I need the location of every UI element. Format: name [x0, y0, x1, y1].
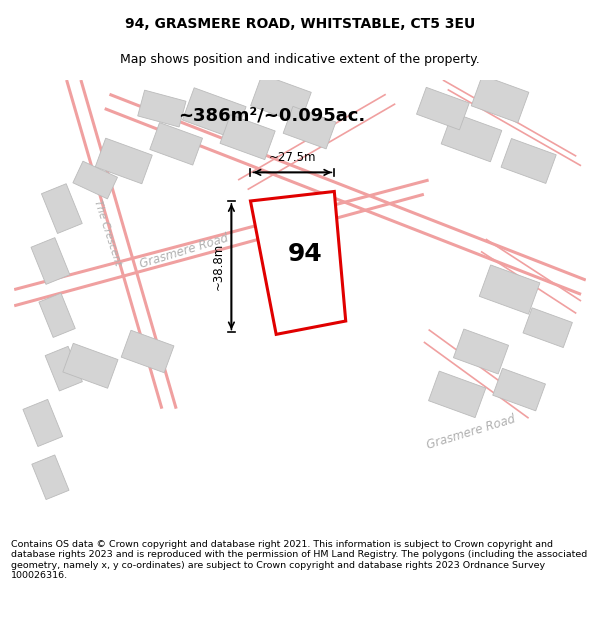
Text: Map shows position and indicative extent of the property.: Map shows position and indicative extent… — [120, 54, 480, 66]
Text: ~386m²/~0.095ac.: ~386m²/~0.095ac. — [178, 106, 365, 124]
Polygon shape — [138, 90, 186, 127]
Polygon shape — [428, 371, 486, 418]
Polygon shape — [23, 399, 62, 446]
Polygon shape — [95, 138, 152, 184]
Text: 94: 94 — [287, 242, 322, 266]
Polygon shape — [32, 455, 69, 499]
Polygon shape — [416, 88, 469, 130]
Polygon shape — [441, 112, 502, 162]
Polygon shape — [493, 368, 545, 411]
Polygon shape — [471, 76, 529, 122]
Polygon shape — [501, 139, 556, 184]
Text: ~27.5m: ~27.5m — [269, 151, 316, 164]
Text: 94, GRASMERE ROAD, WHITSTABLE, CT5 3EU: 94, GRASMERE ROAD, WHITSTABLE, CT5 3EU — [125, 17, 475, 31]
Polygon shape — [150, 122, 203, 165]
Polygon shape — [63, 343, 118, 388]
Polygon shape — [45, 346, 82, 391]
Text: Grasmere Road: Grasmere Road — [138, 232, 230, 271]
Polygon shape — [479, 265, 540, 314]
Text: Contains OS data © Crown copyright and database right 2021. This information is : Contains OS data © Crown copyright and d… — [11, 540, 587, 580]
Text: The Crescent: The Crescent — [92, 198, 123, 267]
Polygon shape — [251, 74, 311, 124]
Polygon shape — [41, 184, 82, 234]
Text: ~38.8m: ~38.8m — [212, 243, 224, 291]
Polygon shape — [121, 330, 174, 372]
Polygon shape — [39, 293, 75, 338]
Polygon shape — [250, 191, 346, 334]
Polygon shape — [454, 329, 509, 374]
Polygon shape — [73, 161, 118, 199]
Polygon shape — [283, 106, 336, 149]
Polygon shape — [182, 88, 246, 139]
Polygon shape — [31, 238, 70, 284]
Polygon shape — [523, 308, 572, 348]
Text: Grasmere Road: Grasmere Road — [425, 412, 517, 452]
Polygon shape — [220, 115, 275, 159]
